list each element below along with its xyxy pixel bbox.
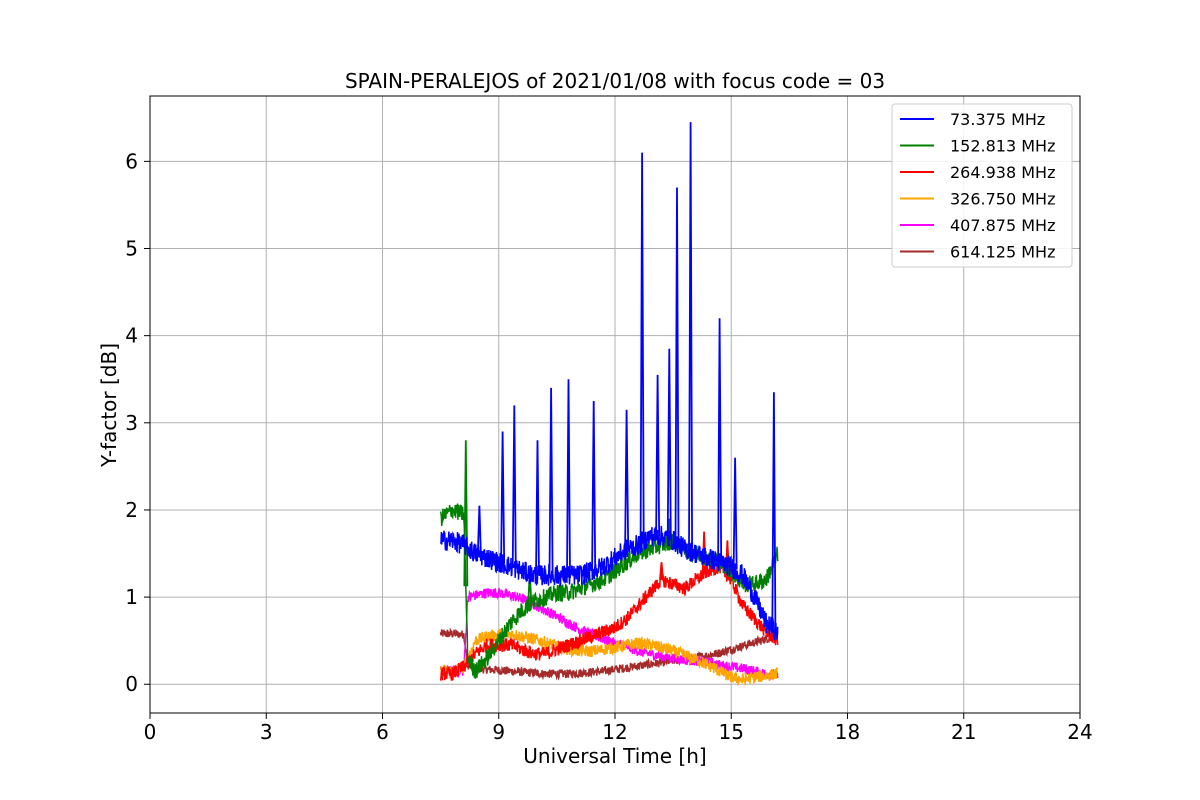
chart-title: SPAIN-PERALEJOS of 2021/01/08 with focus… (345, 69, 885, 93)
legend-label: 614.125 MHz (950, 243, 1055, 262)
y-tick-label: 3 (125, 411, 138, 435)
series-peak (674, 187, 680, 544)
y-tick-label: 1 (125, 585, 138, 609)
x-tick-label: 0 (144, 720, 157, 744)
y-tick-label: 0 (125, 672, 138, 696)
series-peak (548, 387, 554, 576)
series-0 (440, 122, 779, 641)
series-peak (771, 392, 777, 630)
series-line (439, 587, 779, 680)
x-axis-ticks: 0 3 6 9 12 15 18 21 24 (144, 713, 1093, 744)
series-peak (535, 440, 540, 576)
series-peak (639, 152, 645, 542)
x-tick-label: 9 (492, 720, 505, 744)
series-peak (717, 318, 723, 563)
y-tick-label: 5 (125, 237, 138, 261)
x-tick-label: 24 (1067, 720, 1092, 744)
series-peak (511, 405, 517, 569)
series-peak (566, 379, 571, 576)
plot-area (439, 122, 779, 687)
legend: 73.375 MHz 152.813 MHz 264.938 MHz 326.750 … (891, 103, 1073, 268)
y-axis-ticks: 0 1 2 3 4 5 6 (125, 149, 150, 696)
x-axis-label: Universal Time [h] (523, 744, 706, 768)
series-peak (688, 122, 693, 552)
y-tick-label: 6 (125, 149, 138, 173)
x-tick-label: 3 (260, 720, 273, 744)
series-peak (655, 374, 661, 537)
y-tick-label: 2 (125, 498, 138, 522)
x-tick-label: 21 (951, 720, 976, 744)
legend-label: 264.938 MHz (950, 163, 1055, 182)
legend-label: 152.813 MHz (950, 137, 1055, 156)
series-peak (476, 505, 482, 556)
legend-label: 407.875 MHz (950, 216, 1055, 235)
x-tick-label: 15 (719, 720, 744, 744)
y-axis-label: Y-factor [dB] (97, 343, 121, 468)
legend-label: 326.750 MHz (950, 190, 1055, 209)
legend-box (891, 103, 1073, 268)
x-tick-label: 6 (376, 720, 389, 744)
series-5 (439, 627, 779, 681)
y-tick-label: 4 (125, 324, 138, 348)
series-peak (732, 457, 738, 570)
series-peak (666, 348, 672, 540)
series-peak (624, 409, 630, 550)
series-peak (659, 562, 664, 580)
series-line (439, 627, 779, 681)
series-peak (500, 431, 506, 564)
x-tick-label: 18 (835, 720, 860, 744)
series-4 (439, 587, 779, 680)
series-peak (591, 400, 597, 571)
legend-label: 73.375 MHz (950, 110, 1045, 129)
x-tick-label: 12 (602, 720, 627, 744)
